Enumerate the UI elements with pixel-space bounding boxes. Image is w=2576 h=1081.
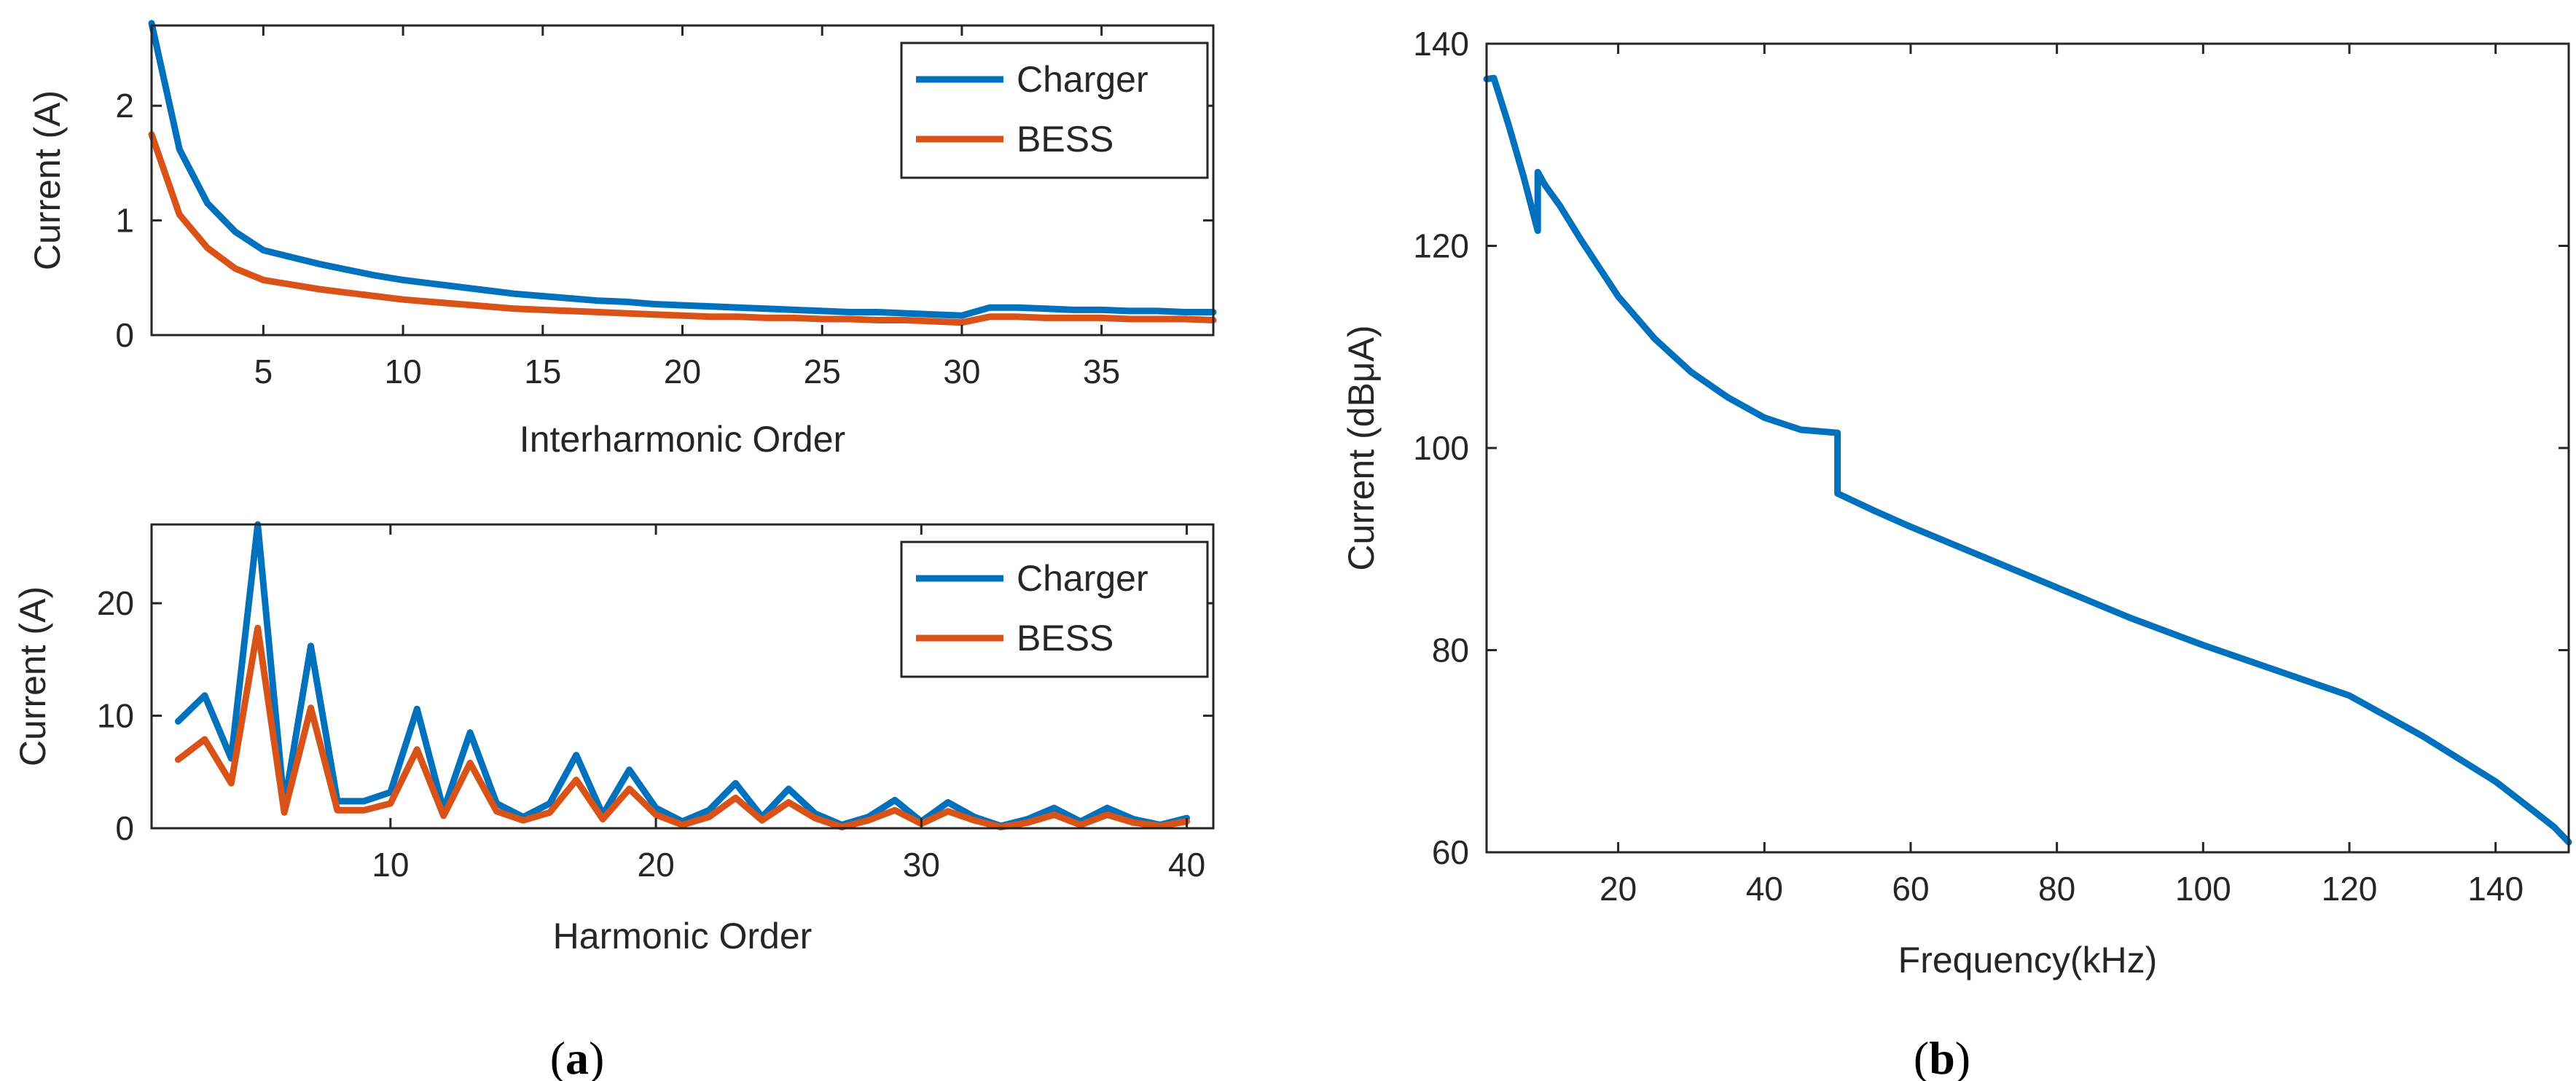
x-tick-label: 15 (524, 353, 561, 390)
series-line-bess (148, 131, 1217, 326)
axes-box (1485, 42, 2570, 854)
x-tick-label: 20 (1600, 870, 1637, 908)
x-tick-label: 40 (1746, 870, 1783, 908)
y-tick-label: 140 (1413, 25, 1469, 63)
y-tick-label: 10 (97, 697, 134, 735)
y-tick-label: 80 (1432, 632, 1469, 669)
y-tick-label: 0 (115, 316, 134, 354)
legend-label-bess: BESS (1017, 119, 1113, 160)
x-tick-label: 20 (637, 846, 674, 884)
harmonic-current-chart: 10 20 30 40 0 10 20 Harmonic Order Current (A) Ch… (12, 521, 1215, 956)
x-axis-label: Frequency(kHz) (1898, 940, 2158, 980)
legend-box (900, 42, 1209, 179)
frequency-current-chart: 20 40 60 80 100 120 140 60 80 100 120 140 Frequency(… (1341, 25, 2572, 980)
x-tick-label: 30 (943, 353, 980, 390)
x-tick-label: 60 (1892, 870, 1929, 908)
series-line-bess (174, 624, 1191, 830)
y-tick-label: 0 (115, 809, 134, 847)
legend-label-bess: BESS (1017, 618, 1113, 659)
x-tick-label: 5 (254, 353, 273, 390)
panel-label-b: (b) (1914, 1032, 1970, 1081)
y-tick-label: 60 (1432, 833, 1469, 871)
y-tick-label: 100 (1413, 429, 1469, 467)
x-tick-label: 20 (664, 353, 701, 390)
x-axis-label: Harmonic Order (553, 916, 813, 956)
panel-label-a: (a) (550, 1032, 605, 1081)
y-tick-label: 1 (115, 202, 134, 240)
y-tick-label: 20 (97, 584, 134, 622)
axes-box (150, 523, 1215, 830)
legend-box (900, 540, 1209, 678)
legend: Charger BESS (900, 540, 1209, 678)
x-tick-label: 80 (2038, 870, 2075, 908)
series-line-charger (148, 20, 1217, 319)
series-line-current (1483, 74, 2572, 846)
y-axis-label: Current (A) (27, 90, 68, 270)
x-tick-label: 30 (903, 846, 940, 884)
x-tick-label: 35 (1083, 353, 1120, 390)
legend-label-charger: Charger (1017, 59, 1148, 100)
x-tick-label: 140 (2467, 870, 2524, 908)
y-axis-label: Current (A) (12, 586, 53, 766)
x-axis-label: Interharmonic Order (520, 419, 845, 460)
interharmonic-current-chart: 5 10 15 20 25 30 35 0 1 2 Interharmonic Order Curre… (27, 20, 1217, 460)
y-tick-label: 120 (1413, 227, 1469, 265)
y-axis-label: Current (dBμA) (1341, 325, 1382, 570)
x-tick-label: 10 (384, 353, 421, 390)
x-tick-label: 100 (2175, 870, 2231, 908)
x-tick-label: 120 (2322, 870, 2378, 908)
x-tick-label: 10 (372, 846, 409, 884)
legend: Charger BESS (900, 42, 1209, 179)
x-tick-label: 40 (1168, 846, 1205, 884)
y-tick-label: 2 (115, 87, 134, 125)
x-tick-label: 25 (804, 353, 841, 390)
legend-label-charger: Charger (1017, 558, 1148, 599)
